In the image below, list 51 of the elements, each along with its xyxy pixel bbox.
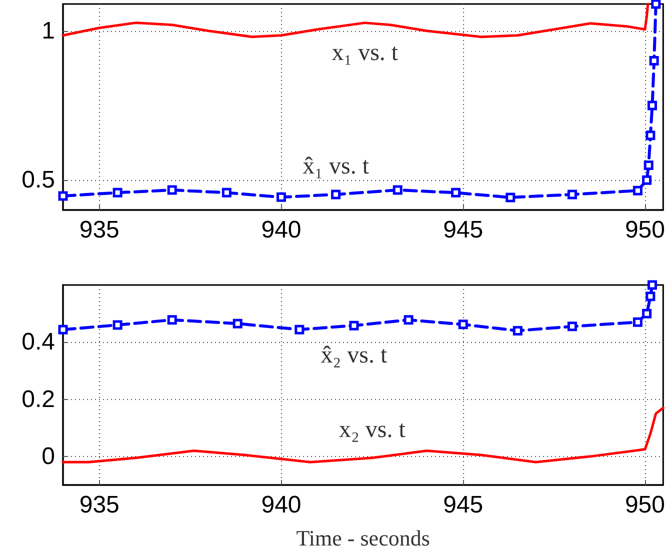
point (112, 320, 122, 330)
line-series (62, 2, 650, 38)
x-tick-label: 950 (624, 216, 665, 244)
point (276, 192, 286, 202)
y-tick-label: 0 (42, 442, 55, 470)
x-tick-label: 940 (261, 216, 302, 244)
y-tick-label: 1 (42, 17, 55, 44)
point (567, 322, 577, 332)
point (232, 318, 242, 328)
x-tick-label: 945 (443, 216, 484, 244)
series-label: x̂₁ vs. t (302, 153, 370, 180)
y-tick-label: 0.2 (22, 386, 55, 413)
point (646, 292, 656, 302)
point (649, 56, 659, 66)
point (651, 0, 661, 9)
point (331, 190, 341, 200)
point (451, 188, 461, 198)
point (512, 326, 522, 336)
point (112, 188, 122, 198)
point (404, 315, 414, 325)
x-axis-title: Time - seconds (296, 526, 430, 550)
point (294, 324, 304, 334)
point (642, 175, 652, 185)
x-tick-label: 945 (443, 492, 484, 518)
y-tick-label: 0.5 (22, 166, 55, 194)
series-label: x₁ vs. t (332, 40, 398, 66)
point (222, 188, 232, 198)
y-tick-label: 0.4 (22, 328, 55, 356)
point (506, 192, 516, 202)
point (632, 186, 642, 196)
point (644, 160, 654, 170)
series-label: x₂ vs. t (338, 416, 406, 443)
point (167, 185, 177, 195)
point (458, 320, 468, 330)
x-tick-label: 940 (261, 492, 302, 518)
point (392, 185, 402, 195)
point (58, 324, 68, 334)
point (648, 100, 658, 110)
x-tick-label: 950 (624, 492, 665, 518)
point (167, 315, 177, 325)
x-tick-label: 935 (79, 492, 120, 518)
point (58, 191, 68, 201)
point (632, 317, 642, 327)
point (349, 320, 359, 330)
point (648, 280, 658, 290)
point (642, 308, 652, 318)
point (567, 190, 577, 200)
series-label: x̂₂ vs. t (320, 342, 388, 369)
point (646, 130, 656, 140)
x-tick-label: 935 (79, 216, 120, 244)
line-series (62, 406, 664, 464)
